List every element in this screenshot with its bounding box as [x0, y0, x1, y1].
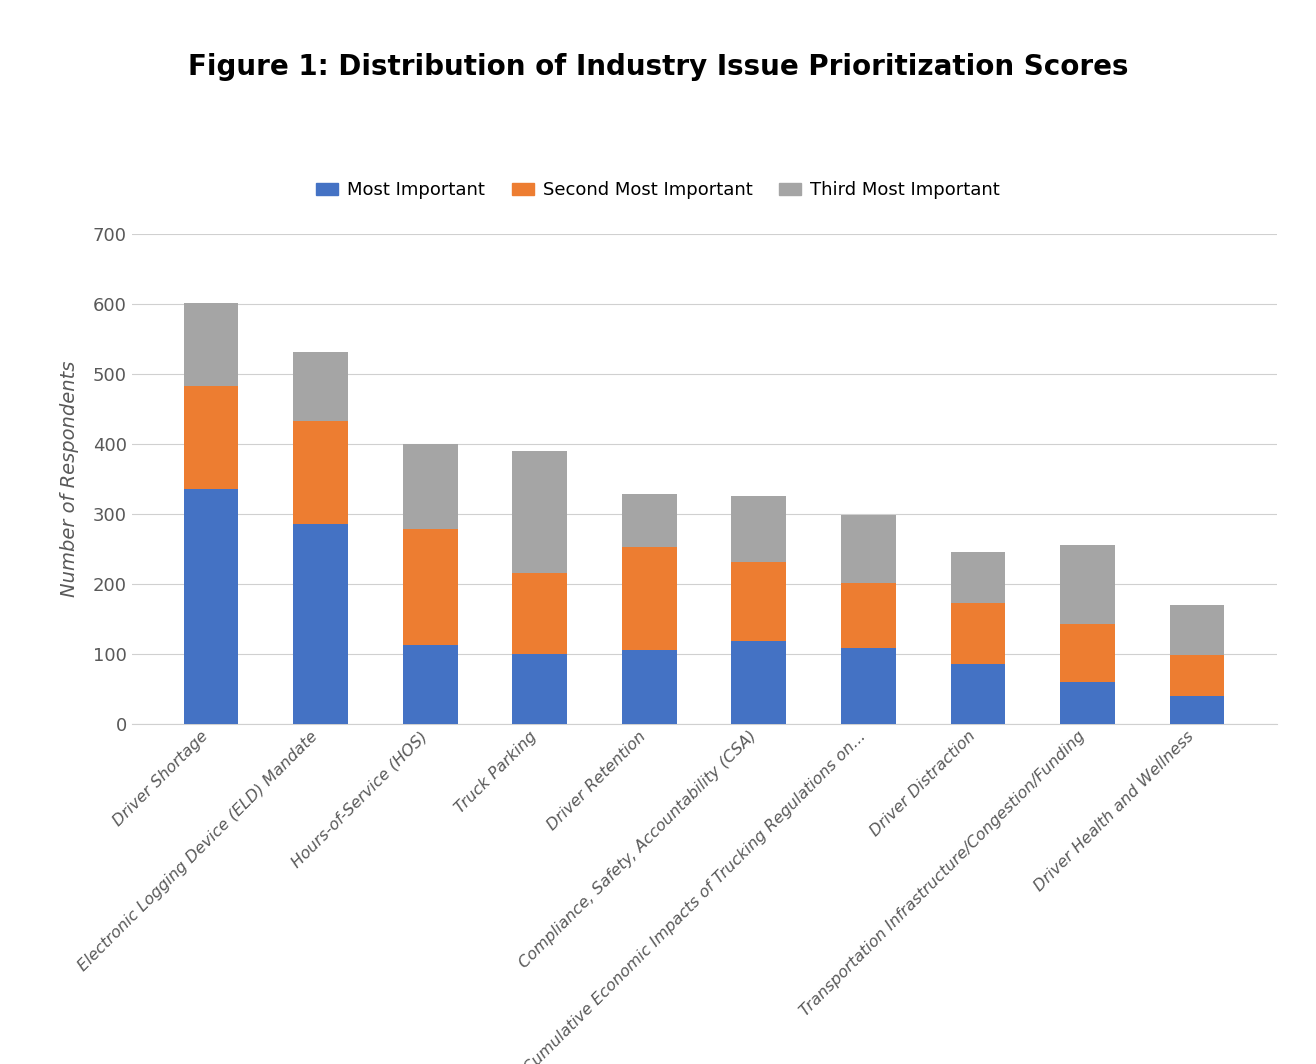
Bar [512, 653, 567, 724]
Bar [512, 451, 567, 573]
Bar [950, 551, 1005, 602]
Bar [950, 602, 1005, 664]
Bar [1170, 655, 1224, 696]
Bar [841, 583, 896, 648]
Bar [732, 641, 786, 724]
Y-axis label: Number of Respondents: Number of Respondents [59, 361, 79, 597]
Bar [184, 303, 238, 386]
Bar [184, 489, 238, 724]
Bar [1061, 624, 1115, 682]
Bar [950, 664, 1005, 724]
Bar [512, 573, 567, 653]
Bar [841, 648, 896, 724]
Bar [732, 496, 786, 562]
Bar [293, 352, 347, 420]
Bar [622, 650, 676, 724]
Legend: Most Important, Second Most Important, Third Most Important: Most Important, Second Most Important, T… [309, 173, 1007, 206]
Bar [184, 386, 238, 489]
Bar [403, 529, 458, 645]
Text: Figure 1: Distribution of Industry Issue Prioritization Scores: Figure 1: Distribution of Industry Issue… [188, 53, 1128, 81]
Bar [1170, 696, 1224, 724]
Bar [732, 562, 786, 641]
Bar [1061, 682, 1115, 724]
Bar [1170, 604, 1224, 655]
Bar [403, 444, 458, 529]
Bar [293, 420, 347, 525]
Bar [841, 515, 896, 583]
Bar [1061, 545, 1115, 624]
Bar [403, 645, 458, 724]
Bar [293, 525, 347, 724]
Bar [622, 547, 676, 650]
Bar [622, 494, 676, 547]
